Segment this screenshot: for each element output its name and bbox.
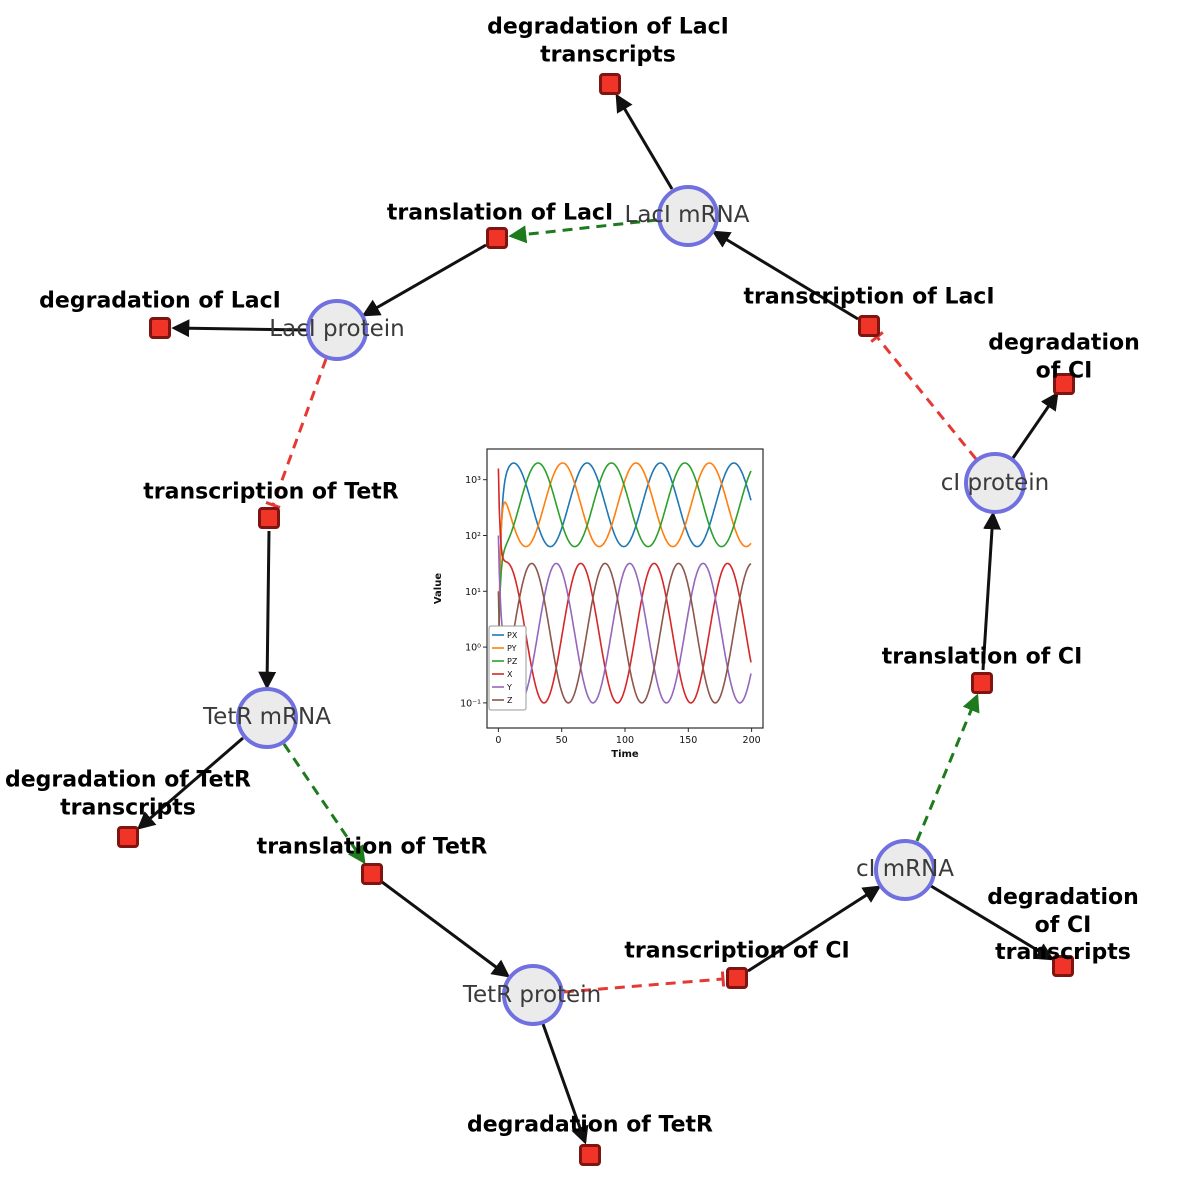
series-X-line	[497, 468, 752, 704]
reaction-label-translation-laci: translation of LacI	[386, 200, 614, 226]
species-label-laci-mrna: LacI mRNA	[624, 202, 750, 228]
species-label-ci-protein: cI protein	[940, 470, 1050, 496]
species-node-tetr-protein	[502, 964, 564, 1026]
y-axis-label: Value	[433, 573, 444, 604]
species-node-laci-protein	[306, 299, 368, 361]
reaction-label-degradation-laci-transcripts: degradation of LacI transcripts	[487, 14, 729, 68]
series-Z-line	[497, 562, 752, 704]
y-tick-label: 10²	[465, 531, 481, 542]
reaction-node-transcription-ci	[726, 967, 748, 989]
edge-transcription-laci-to-laci-mrna	[711, 230, 859, 321]
species-label-laci-protein: LacI protein	[269, 316, 405, 342]
y-tick-label: 10⁰	[465, 643, 481, 654]
x-tick-label: 50	[556, 735, 568, 746]
legend-label-X: X	[507, 670, 513, 679]
reaction-node-degradation-laci-transcripts	[599, 73, 621, 95]
edge-tetr-protein-inhibits-transcription-ci	[563, 971, 726, 994]
reaction-label-transcription-laci: transcription of LacI	[743, 284, 995, 310]
legend-label-PY: PY	[507, 644, 517, 653]
reaction-label-degradation-tetr-transcripts: degradation of TetR transcripts	[4, 767, 252, 821]
reaction-node-transcription-tetr	[258, 507, 280, 529]
reaction-label-degradation-laci: degradation of LacI	[39, 288, 281, 314]
edge-ci-mrna-to-degradation-transcripts	[930, 884, 1055, 961]
species-label-tetr-mrna: TetR mRNA	[203, 704, 331, 730]
edge-laci-mrna-modifier-translation-laci	[508, 218, 658, 244]
edge-translation-laci-to-laci-protein	[361, 243, 487, 317]
series-Y-line	[497, 535, 752, 704]
inset-timeseries-chart: 10⁻¹ 10⁰ 10¹ 10² 10³ 0 50 100 150 200 Time Value PX P…	[428, 442, 773, 761]
species-label-tetr-protein: TetR protein	[462, 982, 602, 1008]
reaction-node-degradation-tetr	[579, 1144, 601, 1166]
species-node-ci-mrna	[874, 839, 936, 901]
x-tick-label: 100	[616, 735, 634, 746]
reaction-label-translation-ci: translation of CI	[881, 644, 1083, 670]
reaction-label-degradation-ci: degradation of CI	[988, 330, 1140, 384]
legend-label-PZ: PZ	[507, 657, 518, 666]
edge-translation-ci-to-ci-protein	[981, 511, 1002, 671]
reaction-label-translation-tetr: translation of TetR	[256, 834, 488, 860]
edge-ci-protein-inhibits-transcription-laci	[870, 331, 978, 460]
y-tick-label: 10³	[465, 475, 481, 486]
edge-tetr-mrna-to-degradation-transcripts	[136, 736, 244, 830]
legend-label-Y: Y	[506, 683, 512, 692]
legend-label-PX: PX	[507, 631, 518, 640]
reaction-label-transcription-tetr: transcription of TetR	[143, 479, 399, 505]
y-tick-label: 10⁻¹	[460, 698, 481, 709]
series-PX-line	[497, 462, 752, 703]
edge-translation-tetr-to-tetr-protein	[381, 880, 511, 978]
edge-laci-mrna-to-degradation-transcripts	[615, 93, 674, 190]
reaction-node-translation-ci	[971, 672, 993, 694]
edge-laci-protein-to-degradation-laci	[171, 319, 307, 338]
edge-laci-protein-inhibits-transcription-tetr	[265, 358, 328, 509]
edge-ci-mrna-modifier-translation-ci	[915, 693, 980, 842]
series-group	[497, 462, 752, 704]
edge-transcription-ci-to-ci-mrna	[747, 885, 882, 973]
x-tick-label: 0	[495, 735, 501, 746]
species-node-laci-mrna	[657, 185, 719, 247]
reaction-node-degradation-laci	[149, 317, 171, 339]
series-PZ-line	[497, 462, 752, 659]
x-tick-label: 150	[679, 735, 697, 746]
edge-transcription-tetr-to-tetr-mrna	[258, 530, 277, 690]
reaction-node-translation-laci	[486, 227, 508, 249]
y-tick-label: 10¹	[465, 587, 481, 598]
reaction-label-degradation-tetr: degradation of TetR	[466, 1112, 714, 1138]
legend-label-Z: Z	[507, 696, 513, 705]
species-label-ci-mrna: cI mRNA	[855, 856, 955, 882]
reaction-node-transcription-laci	[858, 315, 880, 337]
x-tick-label: 200	[743, 735, 761, 746]
reaction-node-degradation-ci-transcripts	[1052, 955, 1074, 977]
reaction-label-degradation-ci-transcripts: degradation of CI transcripts	[987, 884, 1139, 965]
edge-tetr-protein-to-degradation-tetr	[541, 1023, 589, 1145]
series-PY-line	[497, 462, 752, 681]
reaction-label-transcription-ci: transcription of CI	[624, 938, 850, 964]
edge-tetr-mrna-modifier-translation-tetr	[282, 743, 366, 865]
reaction-node-degradation-ci	[1053, 373, 1075, 395]
reaction-node-translation-tetr	[361, 863, 383, 885]
x-axis-label: Time	[611, 749, 639, 757]
chart-legend: PX PY PZ XYZ	[488, 625, 527, 711]
reaction-node-degradation-tetr-transcripts	[117, 826, 139, 848]
edge-ci-protein-to-degradation-ci	[1011, 391, 1059, 459]
